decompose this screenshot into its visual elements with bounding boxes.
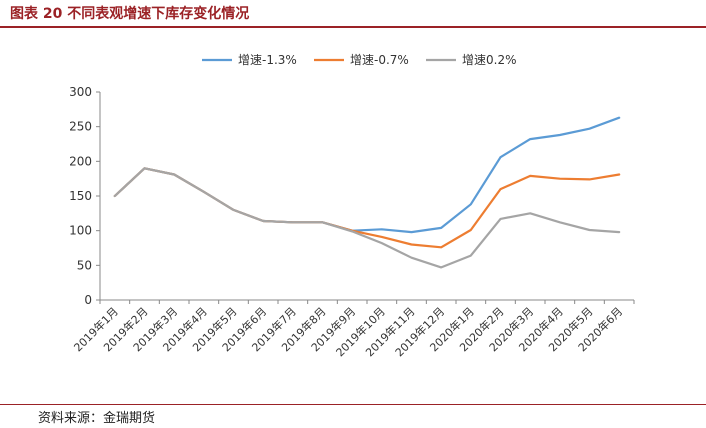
y-tick-label: 250	[69, 120, 92, 134]
legend-label-2: 增速-0.7%	[350, 53, 409, 67]
y-tick-label: 0	[84, 293, 92, 307]
y-tick-label: 300	[69, 85, 92, 99]
source-note: 资料来源：金瑞期货	[38, 411, 156, 426]
series-line-2	[113, 167, 621, 249]
y-tick-label: 100	[69, 224, 92, 238]
series-line-1	[113, 116, 621, 234]
chart-axes: 0501001502002503002019年1月2019年2月2019年3月2…	[69, 85, 635, 359]
legend-label-1: 增速-1.3%	[238, 53, 297, 67]
title-divider	[0, 26, 706, 28]
y-tick-label: 50	[77, 258, 92, 272]
legend-label-3: 增速0.2%	[462, 53, 517, 67]
figure-title: 图表 20 不同表观增速下库存变化情况	[10, 6, 250, 22]
chart-series	[113, 116, 621, 269]
y-tick-label: 200	[69, 154, 92, 168]
inventory-line-chart: 0501001502002503002019年1月2019年2月2019年3月2…	[69, 53, 635, 359]
y-tick-label: 150	[69, 189, 92, 203]
footer-divider	[0, 404, 706, 405]
chart-legend: 增速-1.3% 增速-0.7% 增速0.2%	[202, 53, 517, 67]
series-line-3	[113, 167, 621, 269]
